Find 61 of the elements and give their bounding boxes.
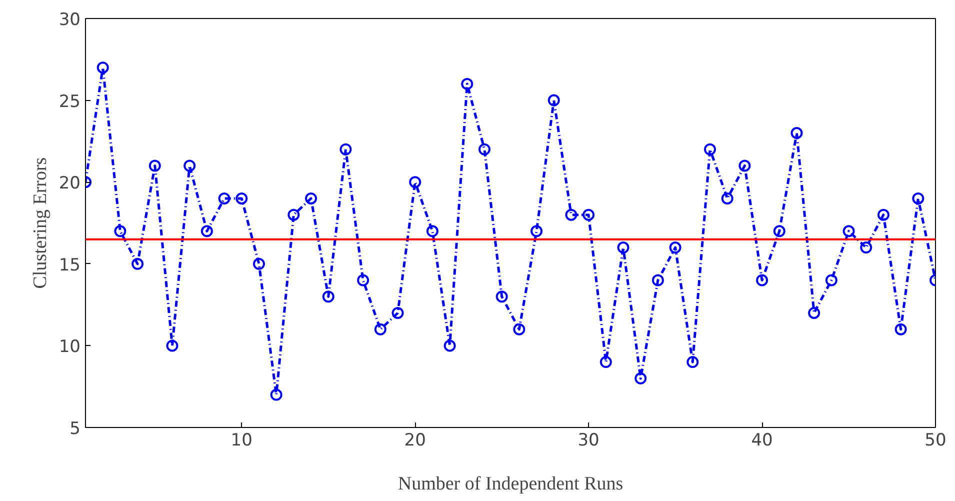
x-axis-title: Number of Independent Runs [398,474,624,494]
point [877,208,890,221]
point [218,192,230,204]
point [252,258,265,270]
point [756,274,768,286]
point [322,290,334,303]
x-tick-label: 40 [751,430,773,450]
point [582,208,595,221]
point [894,323,907,336]
point [721,192,734,204]
point [738,160,751,172]
point [184,160,196,172]
y-tick-label: 10 [58,337,81,358]
y-tick-label: 20 [58,174,81,194]
point [148,160,161,172]
point [461,78,474,90]
point [912,192,924,204]
point [600,356,612,368]
point [392,306,404,319]
y-tick-label: 15 [58,255,81,276]
x-tick-label: 20 [404,430,426,450]
point [825,274,838,286]
point [686,356,699,368]
point [270,388,282,401]
y-tick-label: 5 [70,419,81,439]
x-tick-label: 50 [924,430,946,450]
point [340,143,352,156]
point [548,94,560,106]
x-tick-label: 10 [230,430,252,450]
y-tick-label: 30 [58,10,81,30]
point [444,340,456,352]
point [166,340,178,352]
point [565,208,578,221]
point [634,372,647,384]
point [669,242,682,254]
point [617,242,630,254]
y-tick-label: 25 [58,92,81,112]
point [860,242,872,254]
point [704,143,716,156]
point [808,306,820,319]
point [114,225,126,238]
point [288,208,300,221]
point [132,258,144,270]
point [357,274,370,286]
point [305,192,318,204]
point [409,176,422,188]
point [496,290,508,303]
point [652,274,664,286]
point [200,225,213,238]
point [513,323,526,336]
point [773,225,786,238]
point [530,225,543,238]
point [374,323,386,336]
point [842,225,855,238]
point [478,143,490,156]
point [96,62,109,74]
y-axis-title: Clustering Errors [30,157,51,289]
point [236,192,248,204]
point [426,225,438,238]
point [790,127,803,140]
x-tick-label: 30 [578,430,600,450]
